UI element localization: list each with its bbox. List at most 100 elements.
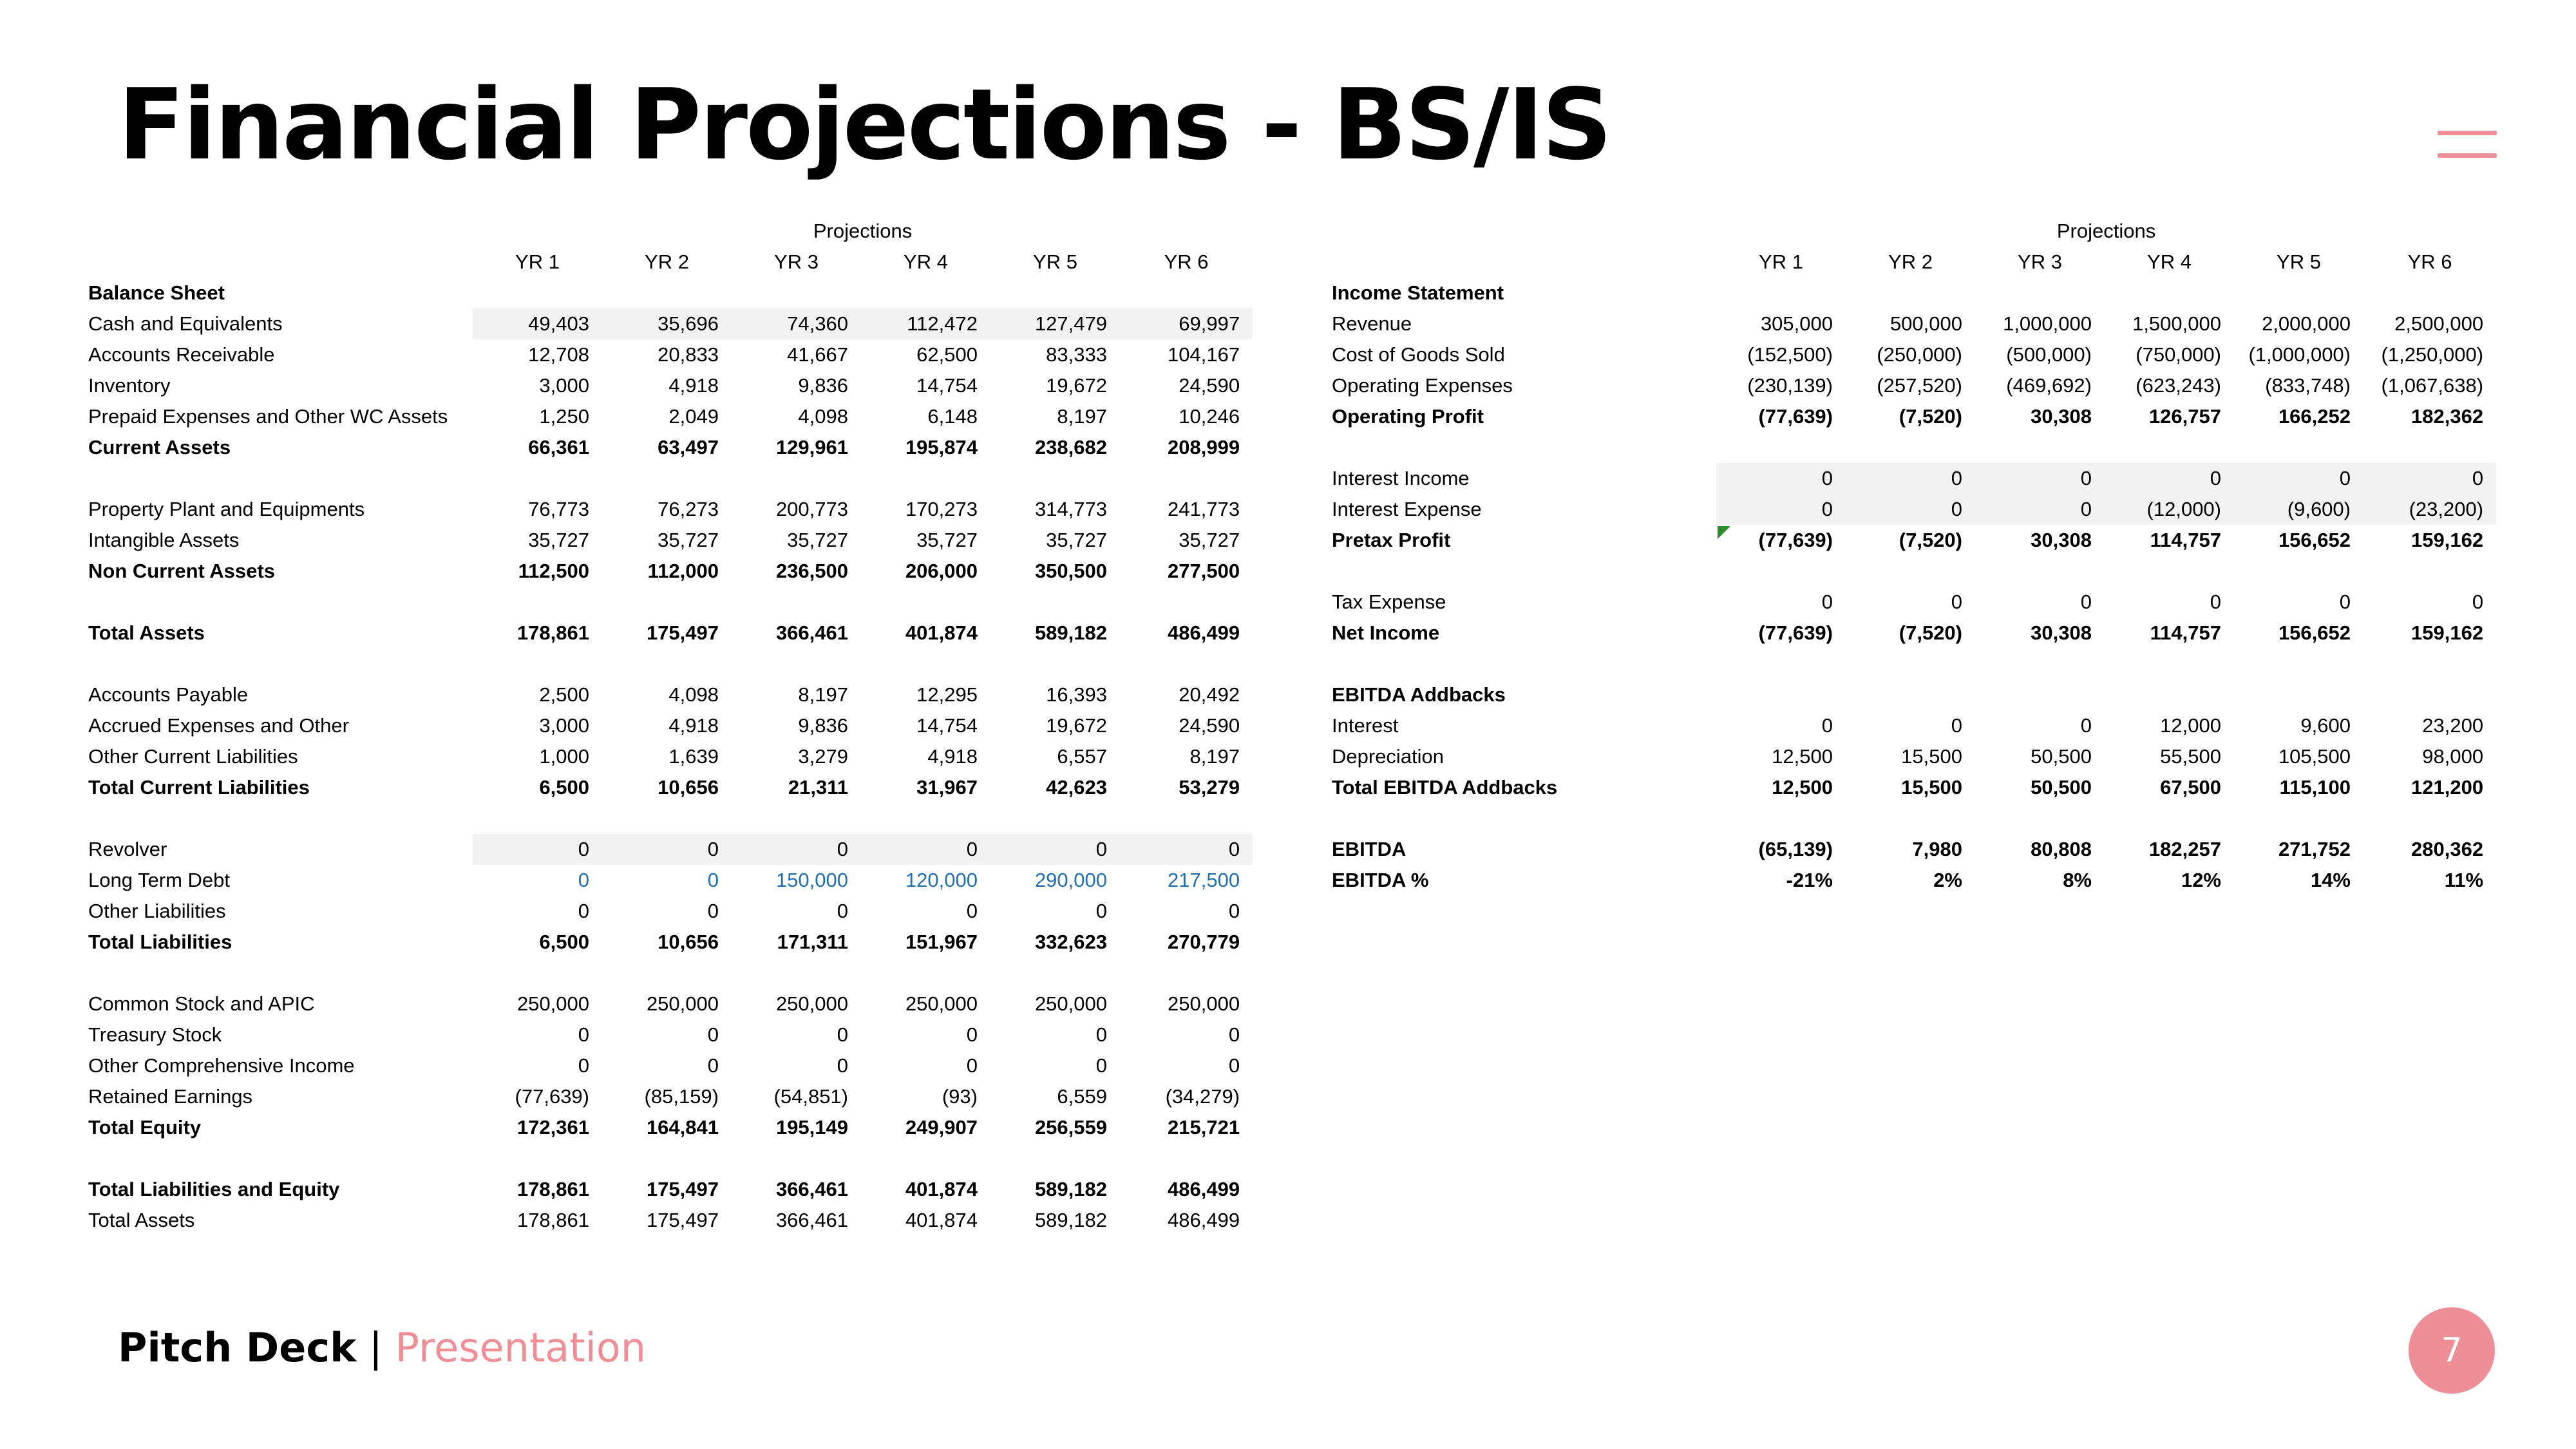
- value-cell[interactable]: 0: [1716, 587, 1846, 618]
- value-cell[interactable]: [1716, 432, 1846, 463]
- value-cell[interactable]: 12,000: [2105, 710, 2234, 741]
- value-cell[interactable]: (34,279): [1120, 1081, 1253, 1112]
- value-cell[interactable]: 35,727: [1120, 525, 1253, 556]
- value-cell[interactable]: 166,252: [2234, 401, 2363, 432]
- value-cell[interactable]: [2234, 803, 2363, 834]
- value-cell[interactable]: 49,403: [473, 308, 602, 339]
- value-cell[interactable]: 12%: [2105, 865, 2234, 896]
- value-cell[interactable]: [990, 587, 1120, 618]
- value-cell[interactable]: 4,918: [602, 370, 732, 401]
- value-cell[interactable]: 178,861: [473, 618, 602, 649]
- value-cell[interactable]: [861, 958, 990, 989]
- value-cell[interactable]: [2105, 649, 2234, 679]
- value-cell[interactable]: 112,000: [602, 556, 732, 587]
- value-cell[interactable]: 250,000: [732, 989, 861, 1019]
- value-cell[interactable]: 0: [473, 1050, 602, 1081]
- value-cell[interactable]: 250,000: [990, 989, 1120, 1019]
- value-cell[interactable]: 401,874: [861, 618, 990, 649]
- value-cell[interactable]: 2,049: [602, 401, 732, 432]
- value-cell[interactable]: 24,590: [1120, 710, 1253, 741]
- value-cell[interactable]: 0: [1716, 494, 1846, 525]
- value-cell[interactable]: 15,500: [1846, 772, 1975, 803]
- value-cell[interactable]: 7,980: [1846, 834, 1975, 865]
- value-cell[interactable]: 76,273: [602, 494, 732, 525]
- value-cell[interactable]: [1716, 679, 1846, 710]
- value-cell[interactable]: 129,961: [732, 432, 861, 463]
- value-cell[interactable]: 2,000,000: [2234, 308, 2363, 339]
- value-cell[interactable]: 0: [1120, 834, 1253, 865]
- value-cell[interactable]: [1975, 649, 2105, 679]
- value-cell[interactable]: 76,773: [473, 494, 602, 525]
- value-cell[interactable]: [1975, 432, 2105, 463]
- value-cell[interactable]: [1716, 556, 1846, 587]
- value-cell[interactable]: [1120, 803, 1253, 834]
- value-cell[interactable]: (257,520): [1846, 370, 1975, 401]
- value-cell[interactable]: 9,836: [732, 710, 861, 741]
- value-cell[interactable]: 14,754: [861, 370, 990, 401]
- value-cell[interactable]: 290,000: [990, 865, 1120, 896]
- value-cell[interactable]: 0: [861, 1050, 990, 1081]
- value-cell[interactable]: 0: [1120, 1050, 1253, 1081]
- value-cell[interactable]: 0: [1846, 587, 1975, 618]
- value-cell[interactable]: 1,000,000: [1975, 308, 2105, 339]
- value-cell[interactable]: (12,000): [2105, 494, 2234, 525]
- value-cell[interactable]: 0: [602, 865, 732, 896]
- value-cell[interactable]: (750,000): [2105, 339, 2234, 370]
- value-cell[interactable]: [473, 1143, 602, 1174]
- value-cell[interactable]: (7,520): [1846, 525, 1975, 556]
- value-cell[interactable]: 35,727: [732, 525, 861, 556]
- value-cell[interactable]: 104,167: [1120, 339, 1253, 370]
- value-cell[interactable]: 0: [1846, 710, 1975, 741]
- value-cell[interactable]: [473, 587, 602, 618]
- value-cell[interactable]: 14,754: [861, 710, 990, 741]
- value-cell[interactable]: 215,721: [1120, 1112, 1253, 1143]
- value-cell[interactable]: 241,773: [1120, 494, 1253, 525]
- value-cell[interactable]: 83,333: [990, 339, 1120, 370]
- value-cell[interactable]: [473, 649, 602, 679]
- value-cell[interactable]: [2363, 649, 2496, 679]
- value-cell[interactable]: (623,243): [2105, 370, 2234, 401]
- value-cell[interactable]: [1846, 556, 1975, 587]
- value-cell[interactable]: [1120, 1143, 1253, 1174]
- value-cell[interactable]: [732, 463, 861, 494]
- value-cell[interactable]: [1716, 803, 1846, 834]
- value-cell[interactable]: 50,500: [1975, 772, 2105, 803]
- value-cell[interactable]: 332,623: [990, 927, 1120, 958]
- value-cell[interactable]: 8,197: [732, 679, 861, 710]
- value-cell[interactable]: 156,652: [2234, 525, 2363, 556]
- value-cell[interactable]: 80,808: [1975, 834, 2105, 865]
- value-cell[interactable]: 0: [2234, 587, 2363, 618]
- value-cell[interactable]: [2363, 679, 2496, 710]
- value-cell[interactable]: [602, 803, 732, 834]
- value-cell[interactable]: 1,639: [602, 741, 732, 772]
- value-cell[interactable]: 3,000: [473, 370, 602, 401]
- value-cell[interactable]: (230,139): [1716, 370, 1846, 401]
- value-cell[interactable]: 178,861: [473, 1174, 602, 1205]
- value-cell[interactable]: (77,639): [1716, 618, 1846, 649]
- value-cell[interactable]: 121,200: [2363, 772, 2496, 803]
- value-cell[interactable]: (500,000): [1975, 339, 2105, 370]
- value-cell[interactable]: 151,967: [861, 927, 990, 958]
- value-cell[interactable]: 12,708: [473, 339, 602, 370]
- value-cell[interactable]: 182,257: [2105, 834, 2234, 865]
- value-cell[interactable]: [2234, 679, 2363, 710]
- value-cell[interactable]: 23,200: [2363, 710, 2496, 741]
- value-cell[interactable]: 41,667: [732, 339, 861, 370]
- value-cell[interactable]: 589,182: [990, 618, 1120, 649]
- value-cell[interactable]: 4,098: [732, 401, 861, 432]
- value-cell[interactable]: 35,727: [602, 525, 732, 556]
- value-cell[interactable]: [602, 649, 732, 679]
- value-cell[interactable]: [1716, 649, 1846, 679]
- value-cell[interactable]: 112,472: [861, 308, 990, 339]
- value-cell[interactable]: 67,500: [2105, 772, 2234, 803]
- value-cell[interactable]: 3,279: [732, 741, 861, 772]
- value-cell[interactable]: [1975, 803, 2105, 834]
- value-cell[interactable]: 10,656: [602, 772, 732, 803]
- value-cell[interactable]: 0: [1975, 463, 2105, 494]
- value-cell[interactable]: 175,497: [602, 1174, 732, 1205]
- value-cell[interactable]: 150,000: [732, 865, 861, 896]
- value-cell[interactable]: (77,639): [1716, 525, 1846, 556]
- value-cell[interactable]: 0: [1120, 1019, 1253, 1050]
- value-cell[interactable]: 0: [1975, 587, 2105, 618]
- value-cell[interactable]: 280,362: [2363, 834, 2496, 865]
